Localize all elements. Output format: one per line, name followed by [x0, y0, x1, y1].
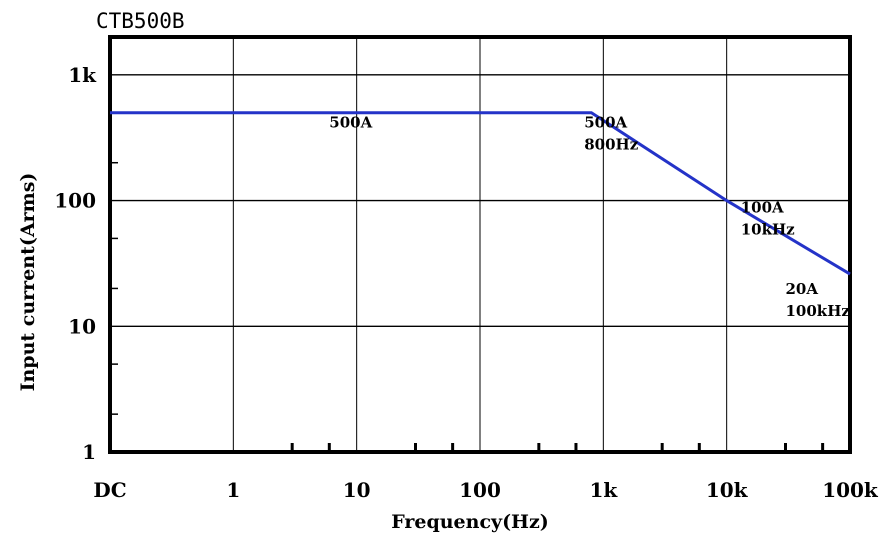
y-axis-label: Input current(Arms) — [17, 173, 39, 392]
chart-title: CTB500B — [96, 9, 185, 33]
y-tick-label: 1k — [68, 63, 97, 87]
plot-frame — [108, 35, 852, 454]
y-tick-labels: 1 10 100 1k — [54, 63, 97, 464]
data-label: 20A 100kHz — [786, 280, 851, 320]
grid — [110, 37, 850, 452]
annotations: 500A 500A 800Hz 100A 10kHz 20A 100kHz — [329, 114, 850, 321]
x-tick-label: 100k — [822, 478, 879, 502]
y-tick-label: 100 — [54, 189, 96, 213]
x-tick-label: 1 — [226, 478, 240, 502]
data-label: 100A 10kHz — [741, 199, 795, 239]
x-tick-label: DC — [93, 478, 126, 502]
x-axis-label: Frequency(Hz) — [391, 511, 549, 533]
x-tick-labels: DC 1 10 100 1k 10k 100k — [93, 478, 879, 502]
x-tick-label: 10k — [706, 478, 749, 502]
minor-ticks — [110, 111, 825, 452]
series-line — [110, 111, 851, 276]
x-tick-label: 100 — [459, 478, 501, 502]
y-tick-label: 1 — [82, 440, 96, 464]
x-tick-label: 1k — [589, 478, 618, 502]
y-tick-label: 10 — [68, 314, 96, 338]
x-tick-label: 10 — [343, 478, 371, 502]
data-label: 500A 800Hz — [584, 114, 638, 154]
data-label: 500A — [329, 114, 372, 132]
series-layer — [110, 111, 851, 276]
